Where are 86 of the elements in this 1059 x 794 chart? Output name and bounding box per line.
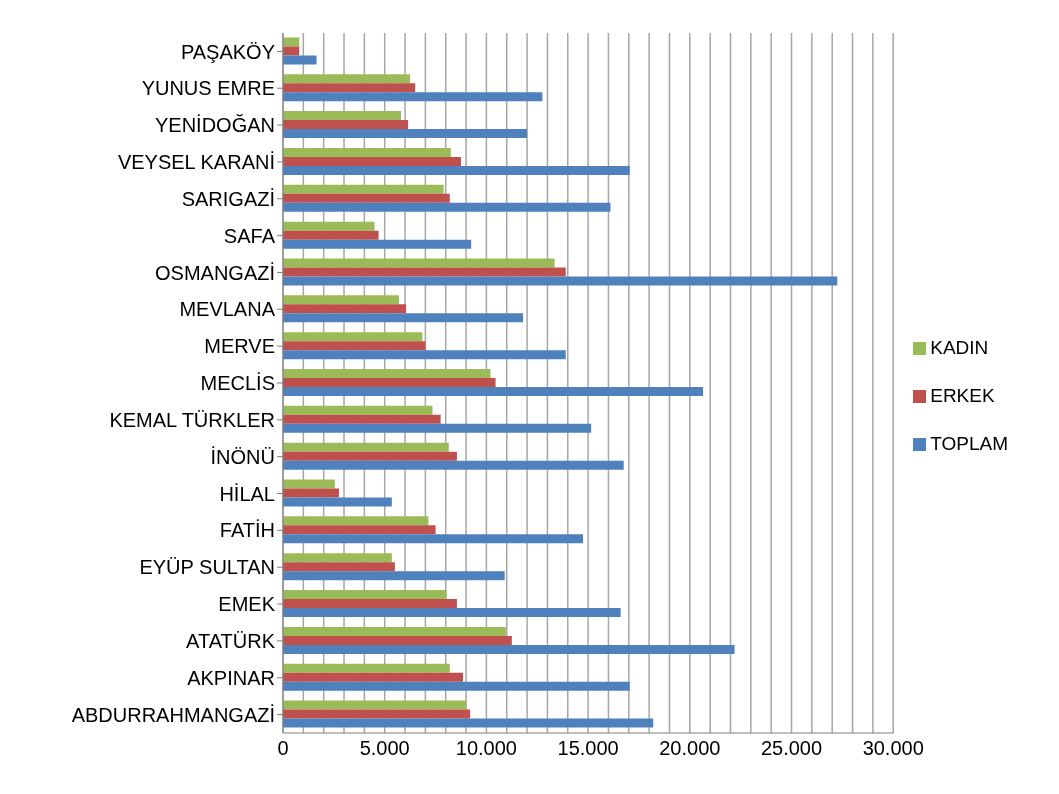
bar bbox=[283, 165, 630, 175]
legend-label: TOPLAM bbox=[930, 432, 1008, 454]
bar bbox=[283, 525, 436, 535]
bar bbox=[283, 332, 423, 342]
y-tick-label: SAFA bbox=[223, 224, 276, 247]
bar bbox=[283, 700, 467, 710]
bar bbox=[283, 590, 447, 600]
y-tick-label: MERVE bbox=[204, 335, 275, 358]
bar bbox=[283, 221, 375, 231]
bar bbox=[283, 608, 621, 618]
bar bbox=[283, 111, 401, 121]
bar bbox=[283, 350, 566, 360]
y-tick-label: İNÖNÜ bbox=[210, 445, 275, 468]
y-tick-label: ATATÜRK bbox=[186, 629, 276, 652]
x-tick-label: 0 bbox=[277, 737, 289, 760]
x-tick-label: 20.000 bbox=[659, 737, 721, 760]
y-tick-label: AKPINAR bbox=[187, 666, 275, 689]
bar bbox=[283, 120, 409, 130]
bar bbox=[283, 626, 506, 636]
bar bbox=[283, 239, 472, 249]
y-tick-label: HİLAL bbox=[219, 482, 275, 505]
y-tick-label: EYÜP SULTAN bbox=[139, 556, 275, 579]
bar bbox=[283, 295, 399, 305]
bar bbox=[283, 718, 654, 728]
y-tick-label: ABDURRAHMANGAZİ bbox=[71, 703, 275, 726]
bar bbox=[283, 230, 379, 240]
y-tick-label: MECLİS bbox=[200, 372, 275, 395]
bar bbox=[283, 562, 395, 572]
x-tick-label: 15.000 bbox=[557, 737, 619, 760]
legend-label: ERKEK bbox=[930, 384, 995, 406]
y-tick-label: YUNUS EMRE bbox=[141, 77, 275, 100]
bar bbox=[283, 202, 611, 212]
bar bbox=[283, 534, 584, 544]
bar bbox=[283, 516, 429, 526]
bar bbox=[283, 644, 735, 654]
bar bbox=[283, 258, 555, 268]
bar bbox=[283, 709, 471, 719]
x-tick-label: 10.000 bbox=[455, 737, 517, 760]
x-tick-label: 5.000 bbox=[359, 737, 410, 760]
bar bbox=[283, 276, 838, 286]
bar bbox=[283, 304, 407, 314]
y-tick-label: EMEK bbox=[218, 593, 276, 616]
y-tick-label: VEYSEL KARANİ bbox=[117, 151, 275, 174]
y-tick-label: SARIGAZİ bbox=[181, 187, 275, 210]
bar bbox=[283, 663, 450, 673]
bar bbox=[283, 83, 416, 93]
bar bbox=[283, 37, 300, 47]
legend-label: KADIN bbox=[930, 336, 989, 358]
bar bbox=[283, 479, 335, 489]
bar bbox=[283, 442, 449, 452]
bar bbox=[283, 74, 411, 84]
y-tick-label: KEMAL TÜRKLER bbox=[109, 408, 275, 431]
y-tick-label: OSMANGAZİ bbox=[154, 261, 275, 284]
bar bbox=[283, 55, 317, 65]
bar bbox=[283, 672, 464, 682]
y-tick-label: FATİH bbox=[219, 519, 275, 542]
bar bbox=[283, 193, 450, 203]
bar bbox=[283, 341, 426, 351]
x-tick-label: 25.000 bbox=[760, 737, 823, 760]
bar bbox=[283, 451, 457, 461]
y-tick-label: MEVLANA bbox=[179, 298, 276, 321]
y-tick-label: YENİDOĞAN bbox=[154, 114, 275, 137]
bar bbox=[283, 423, 592, 433]
y-tick-label: PAŞAKÖY bbox=[180, 40, 275, 63]
bar bbox=[283, 92, 543, 102]
bar bbox=[283, 156, 461, 166]
bar bbox=[283, 681, 630, 691]
bar bbox=[283, 184, 444, 194]
bar bbox=[283, 414, 441, 424]
bar bbox=[283, 46, 300, 56]
bar bbox=[283, 369, 491, 378]
bar bbox=[283, 267, 566, 277]
bar bbox=[283, 635, 512, 645]
bar bbox=[283, 488, 339, 498]
bar bbox=[283, 313, 524, 323]
bar bbox=[283, 460, 624, 470]
bar bbox=[283, 599, 457, 609]
x-tick-label: 30.000 bbox=[862, 737, 924, 760]
bar bbox=[283, 571, 505, 581]
bar bbox=[283, 497, 392, 507]
bar bbox=[283, 553, 392, 563]
bar bbox=[283, 147, 451, 157]
bar bbox=[283, 378, 496, 387]
bar bbox=[283, 387, 704, 396]
bar bbox=[283, 405, 433, 415]
bar bbox=[283, 129, 528, 139]
